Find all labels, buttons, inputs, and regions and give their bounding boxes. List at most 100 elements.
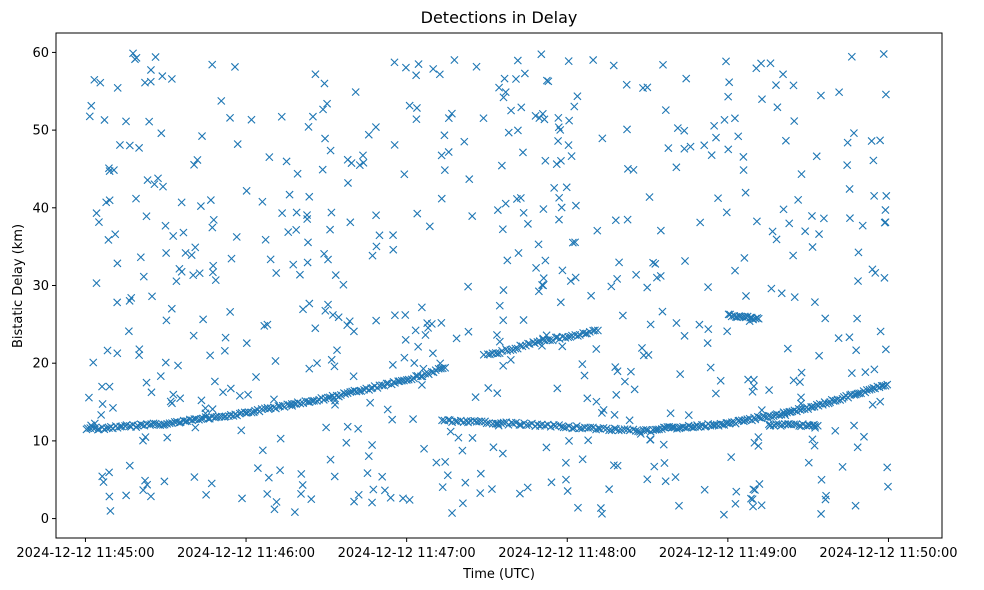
noise-point	[651, 259, 660, 268]
noise-point	[154, 174, 162, 183]
noise-point	[789, 81, 798, 90]
noise-point	[672, 319, 681, 328]
noise-point	[639, 351, 648, 360]
noise-point	[680, 126, 689, 135]
noise-point	[808, 435, 817, 444]
noise-point	[513, 126, 522, 135]
track-point	[197, 415, 206, 424]
noise-point	[755, 480, 764, 489]
noise-point	[400, 353, 409, 362]
noise-point	[565, 436, 574, 445]
track-point	[341, 389, 350, 398]
noise-point	[625, 416, 634, 425]
track-point	[590, 326, 599, 335]
noise-point	[587, 291, 596, 300]
track-point	[400, 376, 409, 385]
track-point	[687, 422, 695, 431]
noise-point	[177, 198, 186, 207]
noise-point	[539, 274, 548, 283]
noise-point	[420, 444, 429, 453]
track-point	[240, 408, 249, 417]
noise-point	[538, 109, 547, 118]
noise-point	[518, 148, 527, 157]
noise-point	[162, 316, 171, 325]
noise-point	[544, 77, 553, 86]
track-point	[815, 399, 824, 408]
noise-point	[790, 293, 799, 302]
noise-point	[221, 333, 230, 342]
noise-point	[263, 320, 272, 329]
noise-point	[191, 243, 200, 252]
noise-point	[139, 436, 147, 445]
noise-point	[507, 106, 516, 115]
noise-point	[506, 355, 515, 364]
noise-point	[327, 355, 336, 364]
track-point	[725, 419, 734, 428]
noise-point	[884, 482, 892, 491]
noise-point	[797, 170, 806, 179]
noise-point	[207, 479, 216, 488]
track-point	[593, 326, 602, 335]
noise-point	[129, 49, 138, 58]
noise-point	[504, 128, 513, 137]
noise-point	[342, 438, 351, 447]
noise-point	[313, 359, 322, 368]
noise-point	[773, 103, 782, 112]
noise-point	[146, 492, 155, 501]
noise-point	[554, 123, 563, 132]
noise-point	[289, 260, 298, 269]
noise-point	[242, 186, 251, 195]
noise-point	[405, 101, 414, 110]
noise-point	[252, 372, 261, 381]
noise-point	[680, 331, 689, 340]
noise-point	[122, 117, 130, 126]
noise-point	[749, 485, 758, 494]
noise-point	[754, 433, 763, 442]
noise-point	[745, 317, 754, 326]
track-point	[545, 336, 554, 345]
noise-point	[189, 331, 198, 340]
noise-point	[298, 480, 307, 489]
noise-point	[503, 256, 512, 265]
noise-point	[318, 165, 327, 174]
noise-point	[845, 333, 854, 342]
noise-point	[555, 215, 563, 224]
noise-point	[368, 498, 377, 507]
noise-point	[611, 363, 620, 372]
noise-point	[720, 115, 729, 124]
noise-point	[686, 142, 695, 151]
noise-point	[465, 175, 474, 184]
noise-point	[100, 115, 109, 124]
noise-point	[571, 273, 580, 282]
noise-point	[500, 74, 509, 83]
noise-point	[331, 400, 340, 409]
noise-point	[346, 218, 355, 227]
noise-point	[161, 221, 170, 230]
noise-point	[284, 228, 293, 237]
track-point	[877, 381, 886, 390]
noise-point	[514, 249, 523, 257]
noise-point	[749, 382, 758, 391]
noise-point	[199, 315, 208, 324]
noise-point	[597, 509, 606, 518]
noise-point	[684, 411, 693, 420]
noise-point	[324, 255, 332, 264]
noise-point	[592, 345, 601, 354]
noise-point	[732, 487, 741, 496]
track-point	[694, 422, 703, 431]
noise-point	[636, 429, 645, 438]
noise-point	[320, 249, 329, 258]
noise-point	[304, 238, 312, 247]
noise-point	[779, 205, 788, 214]
noise-point	[479, 350, 488, 359]
noise-point	[499, 316, 508, 325]
noise-point	[645, 193, 654, 202]
noise-point	[311, 70, 320, 79]
noise-point	[307, 495, 316, 504]
x-tick-label: 2024-12-12 11:49:00	[659, 546, 797, 561]
noise-point	[87, 101, 96, 110]
noise-point	[444, 148, 453, 157]
noise-point	[195, 269, 204, 278]
noise-point	[664, 144, 673, 153]
noise-point	[330, 472, 339, 481]
